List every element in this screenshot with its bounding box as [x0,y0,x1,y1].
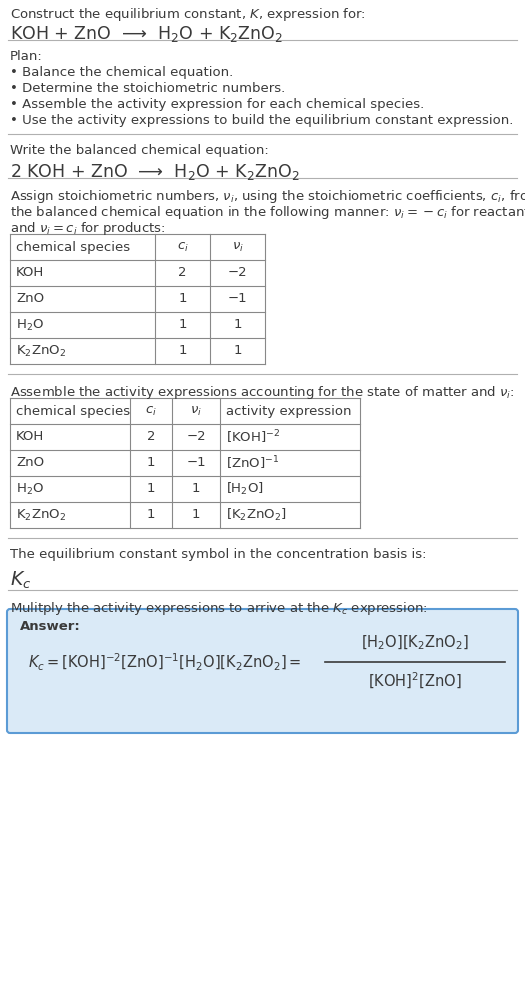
Text: −1: −1 [228,292,247,305]
Text: chemical species: chemical species [16,240,130,254]
Text: [H$_2$O]: [H$_2$O] [226,481,264,497]
Text: −2: −2 [228,267,247,280]
Text: KOH: KOH [16,431,44,444]
Text: $K_c = [\mathrm{KOH}]^{-2}[\mathrm{ZnO}]^{-1}[\mathrm{H_2O}][\mathrm{K_2ZnO_2}]=: $K_c = [\mathrm{KOH}]^{-2}[\mathrm{ZnO}]… [28,651,301,673]
Text: 1: 1 [192,509,200,522]
Text: • Determine the stoichiometric numbers.: • Determine the stoichiometric numbers. [10,82,285,95]
Text: 1: 1 [233,345,242,358]
Text: ZnO: ZnO [16,292,44,305]
Text: ZnO: ZnO [16,456,44,469]
Text: Answer:: Answer: [20,620,81,633]
Text: 2 KOH + ZnO  ⟶  H$_2$O + K$_2$ZnO$_2$: 2 KOH + ZnO ⟶ H$_2$O + K$_2$ZnO$_2$ [10,162,300,182]
Text: $[\mathrm{KOH}]^2[\mathrm{ZnO}]$: $[\mathrm{KOH}]^2[\mathrm{ZnO}]$ [368,671,462,691]
Text: the balanced chemical equation in the following manner: $\nu_i = -c_i$ for react: the balanced chemical equation in the fo… [10,204,525,221]
Text: [K$_2$ZnO$_2$]: [K$_2$ZnO$_2$] [226,507,287,523]
Text: $\nu_i$: $\nu_i$ [232,240,244,254]
Text: [ZnO]$^{-1}$: [ZnO]$^{-1}$ [226,454,279,471]
Text: Plan:: Plan: [10,50,43,63]
Text: Write the balanced chemical equation:: Write the balanced chemical equation: [10,144,269,157]
Text: K$_2$ZnO$_2$: K$_2$ZnO$_2$ [16,508,66,523]
Text: 2: 2 [147,431,155,444]
Text: KOH: KOH [16,267,44,280]
Text: • Balance the chemical equation.: • Balance the chemical equation. [10,66,233,79]
Text: chemical species: chemical species [16,404,130,418]
Text: H$_2$O: H$_2$O [16,317,44,333]
Text: $K_c$: $K_c$ [10,570,32,591]
Text: 1: 1 [233,318,242,332]
Text: KOH + ZnO  ⟶  H$_2$O + K$_2$ZnO$_2$: KOH + ZnO ⟶ H$_2$O + K$_2$ZnO$_2$ [10,24,283,44]
Text: H$_2$O: H$_2$O [16,481,44,497]
Text: 1: 1 [147,509,155,522]
Text: Assemble the activity expressions accounting for the state of matter and $\nu_i$: Assemble the activity expressions accoun… [10,384,514,401]
Text: 1: 1 [178,318,187,332]
Text: • Assemble the activity expression for each chemical species.: • Assemble the activity expression for e… [10,98,424,111]
Text: −2: −2 [186,431,206,444]
Text: $c_i$: $c_i$ [176,240,188,254]
Text: $c_i$: $c_i$ [145,404,157,418]
Text: The equilibrium constant symbol in the concentration basis is:: The equilibrium constant symbol in the c… [10,548,426,561]
Text: • Use the activity expressions to build the equilibrium constant expression.: • Use the activity expressions to build … [10,114,513,127]
Text: $\nu_i$: $\nu_i$ [190,404,202,418]
Text: Assign stoichiometric numbers, $\nu_i$, using the stoichiometric coefficients, $: Assign stoichiometric numbers, $\nu_i$, … [10,188,525,205]
Text: 2: 2 [178,267,187,280]
Text: 1: 1 [147,482,155,496]
Text: activity expression: activity expression [226,404,352,418]
Text: [KOH]$^{-2}$: [KOH]$^{-2}$ [226,428,280,446]
Text: Mulitply the activity expressions to arrive at the $K_c$ expression:: Mulitply the activity expressions to arr… [10,600,428,617]
Text: 1: 1 [178,345,187,358]
FancyBboxPatch shape [7,609,518,733]
Text: 1: 1 [178,292,187,305]
Text: K$_2$ZnO$_2$: K$_2$ZnO$_2$ [16,344,66,359]
Text: −1: −1 [186,456,206,469]
Text: Construct the equilibrium constant, $K$, expression for:: Construct the equilibrium constant, $K$,… [10,6,366,23]
Text: and $\nu_i = c_i$ for products:: and $\nu_i = c_i$ for products: [10,220,165,237]
Text: 1: 1 [147,456,155,469]
Text: 1: 1 [192,482,200,496]
Text: $[\mathrm{H_2O}][\mathrm{K_2ZnO_2}]$: $[\mathrm{H_2O}][\mathrm{K_2ZnO_2}]$ [361,633,469,652]
